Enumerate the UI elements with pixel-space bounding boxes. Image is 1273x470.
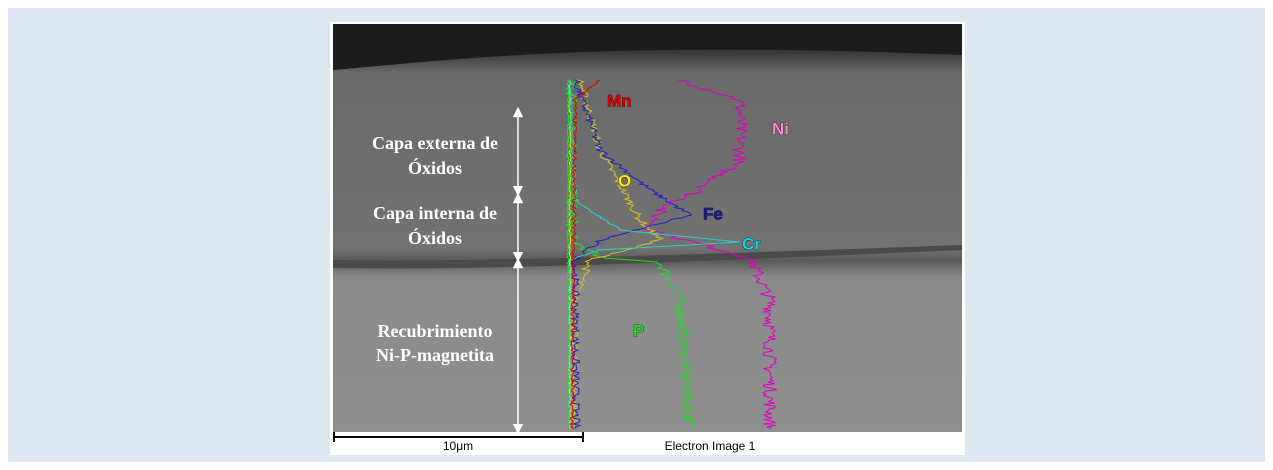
element-label: P	[633, 321, 644, 340]
layer-label: Capa externa de	[372, 133, 498, 153]
scale-label: 10μm	[443, 439, 473, 453]
element-label: Fe	[703, 204, 723, 223]
element-label: O	[618, 171, 631, 190]
page: Capa externa de Óxidos Capa interna de Ó…	[0, 0, 1273, 470]
layer-label: Recubrimiento	[378, 321, 493, 341]
element-label: Ni	[772, 119, 789, 138]
figure: Capa externa de Óxidos Capa interna de Ó…	[0, 0, 1273, 470]
layer-label: Ni-P-magnetita	[376, 345, 494, 365]
layer-label: Óxidos	[408, 157, 462, 178]
element-label: Mn	[607, 91, 632, 110]
caption: Electron Image 1	[665, 439, 756, 453]
element-label: Cr	[742, 234, 761, 253]
layer-label: Capa interna de	[373, 203, 497, 223]
layer-label: Óxidos	[408, 227, 462, 248]
